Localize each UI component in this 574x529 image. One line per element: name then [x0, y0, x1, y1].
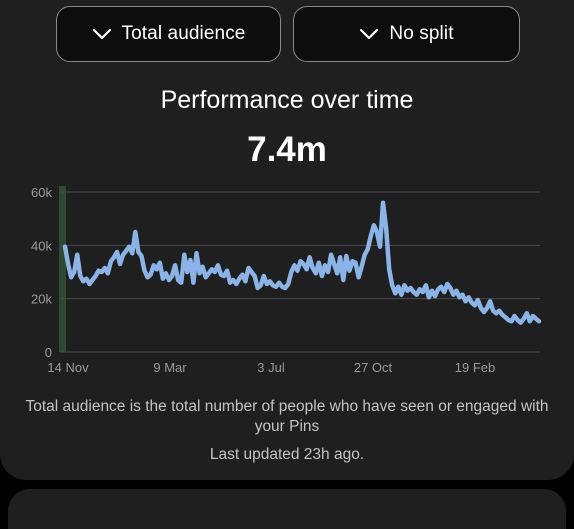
x-tick-label: 27 Oct [354, 360, 393, 375]
y-tick-label: 60k [31, 185, 52, 200]
split-filter-dropdown[interactable]: No split [293, 6, 520, 62]
audience-filter-label: Total audience [121, 23, 246, 44]
total-value: 7.4m [247, 130, 327, 169]
y-tick-label: 0 [45, 345, 52, 360]
y-tick-label: 20k [31, 292, 52, 307]
x-tick-label: 19 Feb [455, 360, 495, 375]
chevron-down-icon [360, 28, 379, 40]
audience-filter-dropdown[interactable]: Total audience [56, 6, 281, 62]
x-tick-label: 3 Jul [257, 360, 285, 375]
split-filter-label: No split [389, 23, 454, 44]
analytics-card: Total audience No split Performance over… [0, 0, 574, 480]
x-tick-label: 14 Nov [47, 360, 89, 375]
next-card [8, 489, 566, 529]
selection-highlight [59, 186, 66, 352]
performance-line-chart[interactable]: 0 20k 40k 60k 14 Nov 9 Mar 3 Jul 27 Oct 19 Feb [0, 176, 574, 376]
series-line [62, 200, 542, 325]
x-tick-label: 9 Mar [153, 360, 187, 375]
last-updated-text: Last updated 23h ago. [209, 446, 365, 463]
chart-title: Performance over time [160, 86, 414, 114]
metric-description: Total audience is the total number of pe… [25, 398, 549, 435]
y-tick-label: 40k [31, 238, 52, 253]
chevron-down-icon [92, 28, 111, 40]
